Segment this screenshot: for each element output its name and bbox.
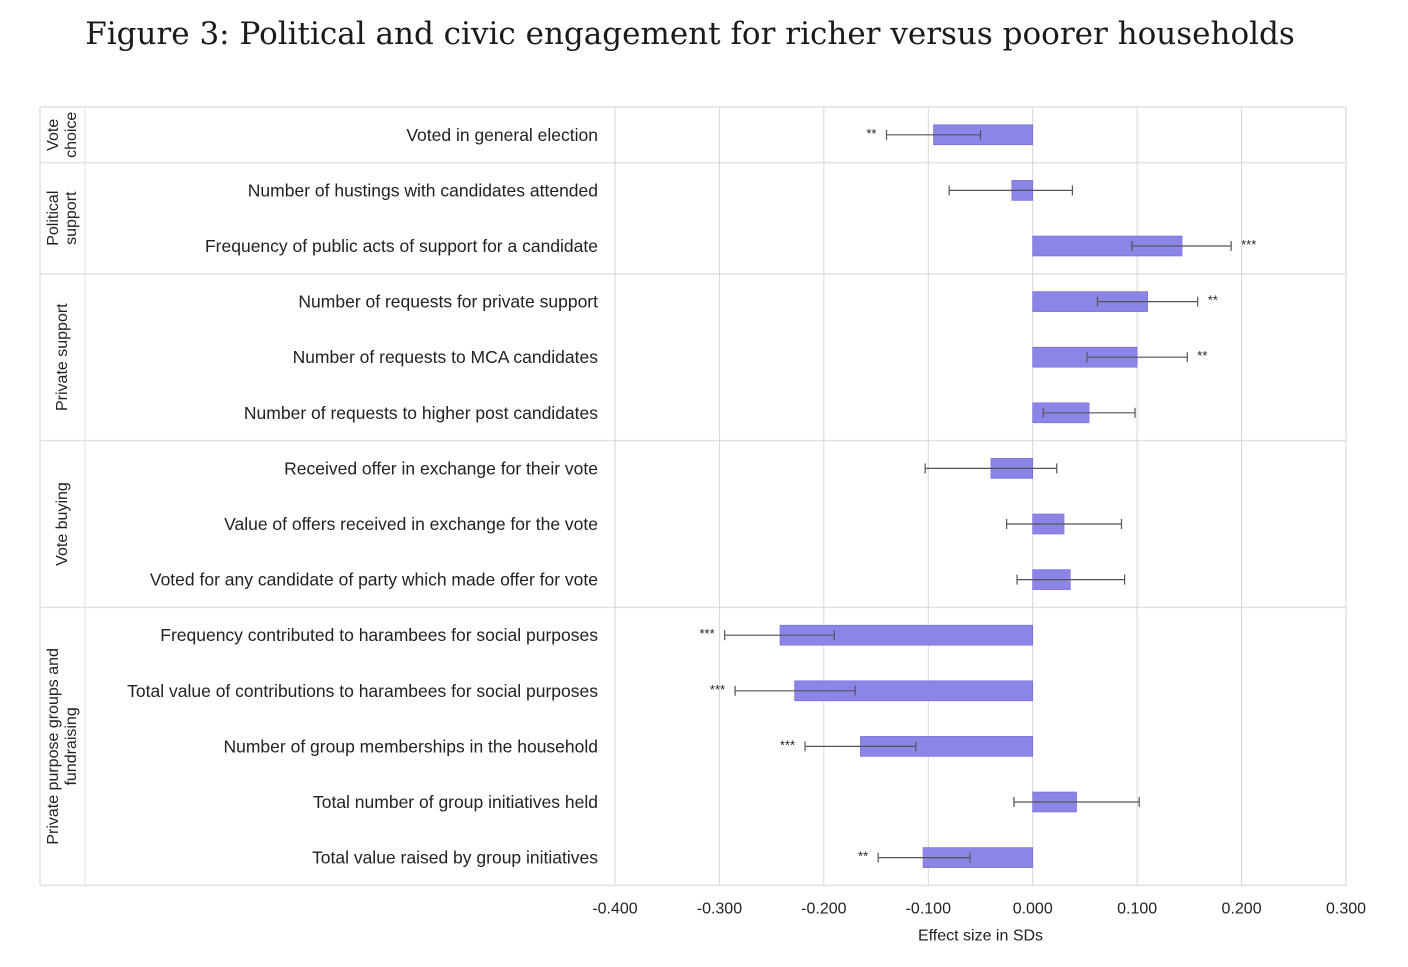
group-label-line: Political (45, 191, 62, 246)
group-label-line: Vote (45, 119, 62, 151)
row-label-11: Number of group memberships in the house… (223, 736, 598, 756)
row-label-9: Frequency contributed to harambees for s… (160, 625, 598, 645)
significance-label-9: *** (699, 626, 714, 641)
group-label-line: support (63, 191, 80, 245)
group-label-line: Vote buying (54, 482, 71, 566)
bars (779, 124, 1183, 868)
group-label-line: Private purpose groups and (45, 648, 62, 845)
x-tick-label-4: 0.000 (1013, 900, 1053, 917)
row-label-5: Number of requests to higher post candid… (244, 403, 598, 423)
group-label-0: Votechoice (45, 112, 80, 158)
chart-frame (39, 106, 1346, 887)
group-label-1: Politicalsupport (45, 191, 80, 246)
row-label-7: Value of offers received in exchange for… (224, 514, 598, 534)
significance-label-2: *** (1241, 237, 1256, 252)
x-tick-label-3: -0.100 (906, 900, 951, 917)
significance-label-3: ** (1208, 293, 1218, 308)
group-label-2: Private support (54, 303, 71, 411)
significance-label-11: *** (780, 737, 795, 752)
x-tick-label-0: -0.400 (592, 900, 637, 917)
row-label-8: Voted for any candidate of party which m… (150, 570, 598, 590)
x-tick-label-2: -0.200 (801, 900, 846, 917)
row-label-6: Received offer in exchange for their vot… (284, 458, 598, 478)
x-tick-label-6: 0.200 (1222, 900, 1262, 917)
error-bars (724, 129, 1232, 863)
significance-label-10: *** (710, 682, 725, 697)
row-label-1: Number of hustings with candidates atten… (248, 180, 598, 200)
row-label-12: Total number of group initiatives held (313, 792, 598, 812)
row-label-2: Frequency of public acts of support for … (205, 236, 598, 256)
row-label-4: Number of requests to MCA candidates (293, 347, 599, 367)
group-label-line: fundraising (63, 707, 80, 785)
group-label-3: Vote buying (54, 482, 71, 566)
group-label-line: Private support (54, 303, 71, 411)
row-label-3: Number of requests for private support (298, 292, 598, 312)
x-tick-label-1: -0.300 (697, 900, 742, 917)
group-label-4: Private purpose groups andfundraising (45, 648, 80, 845)
group-label-line: choice (63, 112, 80, 158)
figure-title: Figure 3: Political and civic engagement… (85, 16, 1295, 52)
significance-label-4: ** (1197, 348, 1207, 363)
row-labels: Voted in general election Number of husti… (127, 125, 598, 868)
row-label-13: Total value raised by group initiatives (312, 848, 598, 868)
gridlines (614, 107, 1347, 886)
significance-label-13: ** (858, 849, 868, 864)
x-tick-label-7: 0.300 (1326, 900, 1366, 917)
row-label-10: Total value of contributions to harambee… (127, 681, 598, 701)
x-tick-label-5: 0.100 (1117, 900, 1157, 917)
significance-label-0: ** (866, 126, 876, 141)
group-labels: Votechoice Politicalsupport Private suppor… (45, 112, 80, 845)
x-tick-labels: -0.400 -0.300 -0.200 -0.100 0.000 0.100 0.200 0… (592, 900, 1366, 917)
x-axis-title: Effect size in SDs (918, 927, 1043, 944)
significance-labels: ******************** (699, 126, 1256, 864)
row-label-0: Voted in general election (406, 125, 598, 145)
